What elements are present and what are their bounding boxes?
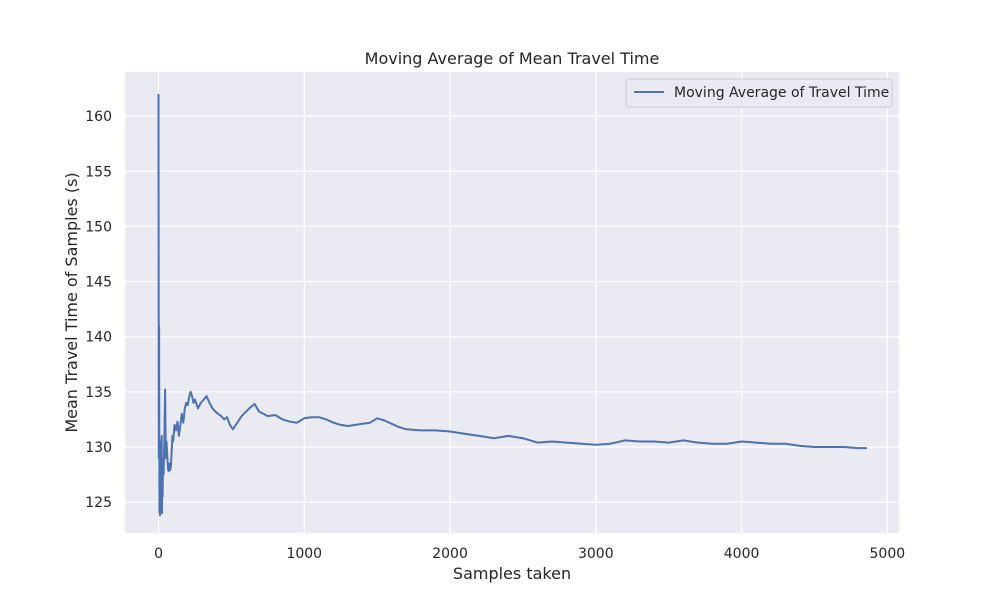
y-tick-label: 135 — [85, 385, 112, 401]
plot-area — [125, 72, 899, 533]
x-tick-label: 5000 — [870, 546, 906, 562]
y-tick-label: 160 — [85, 109, 112, 125]
y-tick-label: 145 — [85, 275, 112, 291]
grid-lines — [125, 72, 899, 533]
legend-box — [625, 78, 893, 108]
series-line-moving-average — [157, 94, 867, 517]
y-axis-label: Mean Travel Time of Samples (s) — [62, 172, 81, 432]
x-axis-label: Samples taken — [453, 564, 571, 583]
y-tick-label: 140 — [85, 330, 112, 346]
y-tick-label: 150 — [85, 219, 112, 235]
chart-title: Moving Average of Mean Travel Time — [365, 49, 660, 68]
legend-label: Moving Average of Travel Time — [674, 85, 889, 101]
x-axis-ticks: 0 1000 2000 3000 4000 5000 — [154, 546, 905, 562]
y-tick-label: 125 — [85, 495, 112, 511]
y-tick-label: 155 — [85, 164, 112, 180]
x-tick-label: 4000 — [724, 546, 760, 562]
y-tick-label: 130 — [85, 440, 112, 456]
y-axis-ticks: 125 130 135 140 145 150 155 160 — [85, 109, 112, 511]
x-tick-label: 3000 — [578, 546, 614, 562]
legend: Moving Average of Travel Time — [625, 78, 893, 108]
x-tick-label: 2000 — [432, 546, 468, 562]
x-tick-label: 1000 — [286, 546, 322, 562]
x-tick-label: 0 — [154, 546, 163, 562]
